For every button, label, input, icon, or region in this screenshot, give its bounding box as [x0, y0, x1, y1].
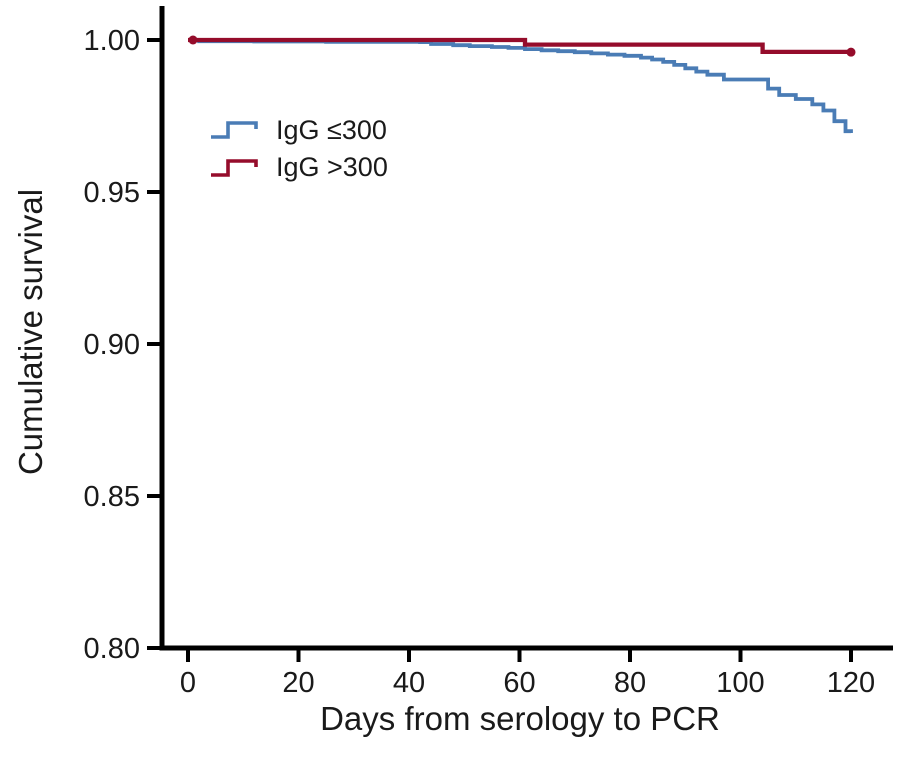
survival-curve-igg-low: [188, 38, 853, 134]
x-axis-title: Days from serology to PCR: [320, 700, 720, 737]
y-tick-label: 1.00: [84, 25, 140, 57]
y-axis-title: Cumulative survival: [12, 188, 49, 476]
x-tick-label: 20: [282, 667, 314, 699]
legend-step-glyph-path: [211, 121, 258, 139]
curve-start-marker: [188, 35, 198, 45]
survival-curve-igg-high: [188, 37, 854, 55]
x-tick-label: 120: [827, 667, 875, 699]
y-tick-label: 0.80: [84, 633, 140, 665]
y-tick-label: 0.85: [84, 481, 140, 513]
x-tick-label: 40: [393, 667, 425, 699]
legend-label-igg-low: IgG ≤300: [276, 115, 387, 145]
step-line-glyph-red: [211, 158, 258, 177]
legend: IgG ≤300 IgG >300: [209, 114, 388, 184]
legend-item-igg-low: IgG ≤300: [209, 114, 388, 146]
legend-item-igg-high: IgG >300: [209, 151, 388, 183]
legend-label-igg-high: IgG >300: [276, 152, 388, 183]
x-tick-label: 60: [503, 667, 535, 699]
x-tick-label: 80: [614, 667, 646, 699]
x-tick-label: 100: [716, 667, 764, 699]
legend-step-glyph-path: [211, 158, 258, 177]
curve-end-marker: [846, 47, 856, 57]
x-tick-label: 0: [180, 667, 196, 699]
y-tick-label: 0.95: [84, 177, 140, 209]
step-line-glyph-blue: [211, 121, 258, 139]
y-tick-label: 0.90: [84, 329, 140, 361]
